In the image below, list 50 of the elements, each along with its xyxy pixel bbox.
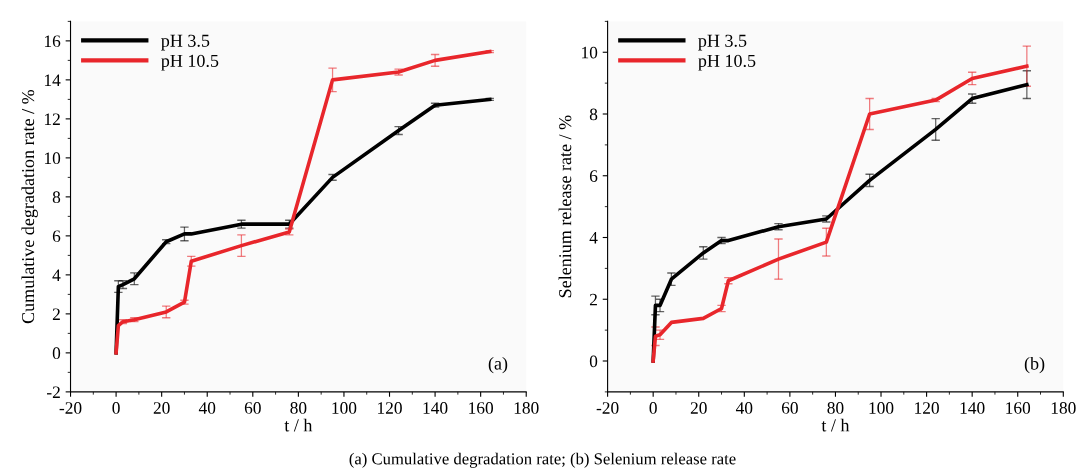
x-tick-label: 160 [1006,402,1031,414]
x-tick-label: 140 [423,402,448,414]
x-tick-label: 120 [378,402,402,414]
y-tick-label: 6 [589,170,598,182]
y-tick-label: 0 [52,347,61,360]
x-tick-label: 40 [735,402,753,414]
y-tick-label: 2 [52,308,60,320]
line-series [114,49,492,355]
x-tick-label: 140 [960,402,985,414]
y-tick-label: 10 [582,46,598,59]
y-tick-label: 14 [44,74,61,86]
x-tick-label: 20 [153,402,170,414]
y-tick-label: 6 [52,230,61,243]
x-tick-label: 100 [332,402,357,414]
x-tick-label: 80 [827,402,844,414]
x-tick-label: 0 [649,402,657,414]
y-tick-label: 4 [52,269,61,281]
x-axis-title: t / h [821,418,850,432]
x-tick-label: 120 [915,402,939,414]
x-tick-label: 80 [290,402,307,414]
x-tick-label: 0 [112,402,120,414]
x-tick-label: 160 [469,402,494,414]
y-tick-label: 4 [589,232,598,244]
x-tick-label: 180 [1051,402,1076,414]
x-tick-label: 40 [198,402,216,414]
legend-label: pH 3.5 [698,34,747,51]
legend-label: pH 3.5 [161,34,210,51]
y-axis-title: Cumulative degradation rate / % [21,89,38,324]
y-tick-label: 2 [589,293,597,306]
annotation: (b) [1024,356,1045,374]
y-tick-label: 8 [589,108,598,121]
annotation: (a) [488,356,508,374]
legend-label: pH 10.5 [161,54,219,71]
x-tick-label: -20 [596,402,619,414]
x-tick-label: 60 [781,402,798,414]
y-tick-label: 12 [44,113,60,125]
y-tick-label: 0 [589,355,598,368]
y-tick-label: 10 [44,152,61,165]
y-tick-label: -2 [46,386,60,398]
text: (a) Cumulative degradation rate; (b) Selenium release rate [349,452,736,468]
x-axis-title: t / h [284,418,313,432]
x-tick-label: -20 [59,402,82,414]
x-tick-label: 100 [869,402,894,414]
y-tick-label: 16 [44,35,61,48]
y-axis-title: Selenium release rate / % [558,115,572,298]
x-tick-label: 20 [690,402,707,414]
legend-label: pH 10.5 [698,54,756,71]
y-tick-label: 8 [52,191,61,204]
x-tick-label: 60 [244,402,261,414]
x-tick-label: 180 [514,402,539,414]
